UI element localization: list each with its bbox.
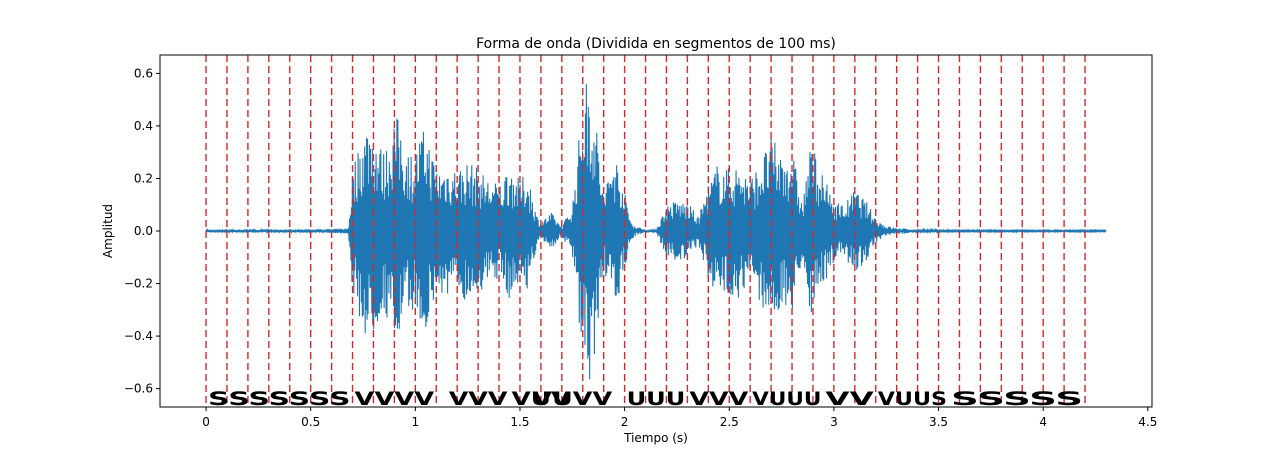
segment-annotation: VUUU [752, 388, 821, 410]
y-tick-label: 0.6 [134, 66, 153, 80]
segment-annotation: VVVV [355, 388, 435, 410]
x-tick-label: 1.5 [510, 415, 529, 429]
chart-title: Forma de onda (Dividida en segmentos de … [476, 36, 836, 52]
x-tick-label: 1 [412, 415, 420, 429]
segment-annotation: VUVV [532, 388, 612, 410]
y-tick-label: 0.0 [134, 224, 153, 238]
y-axis-label: Amplitud [101, 204, 115, 258]
segment-annotation: VVV [689, 388, 748, 410]
segment-divider-lines [205, 55, 1086, 407]
segment-annotation: VVV [449, 388, 508, 410]
x-axis-label: Tiempo (s) [623, 431, 688, 445]
x-tick-label: 0 [202, 415, 210, 429]
y-tick-label: 0.2 [134, 171, 153, 185]
y-tick-label: −0.2 [124, 277, 153, 291]
segment-annotation: UUU [627, 388, 686, 410]
segment-annotation: VV [825, 388, 874, 410]
y-tick-label: −0.6 [124, 382, 153, 396]
waveform-series [205, 83, 1107, 380]
x-axis-ticks: 0 0.5 1 1.5 2 2.5 3 3.5 4 4.5 [202, 407, 1157, 429]
segment-annotation: SSSSSSS [208, 388, 350, 410]
y-tick-label: 0.4 [134, 119, 153, 133]
x-tick-label: 4.5 [1138, 415, 1157, 429]
y-tick-label: −0.4 [124, 329, 153, 343]
plot-area [205, 83, 1107, 380]
x-tick-label: 3.5 [929, 415, 948, 429]
segment-annotation: VUUS [878, 388, 947, 410]
x-tick-label: 4 [1039, 415, 1047, 429]
x-tick-label: 2 [621, 415, 629, 429]
segment-annotation: VUV [512, 388, 571, 410]
x-tick-label: 0.5 [301, 415, 320, 429]
y-axis-ticks: −0.6 −0.4 −0.2 0.0 0.2 0.4 0.6 [124, 66, 160, 396]
x-tick-label: 3 [830, 415, 838, 429]
x-tick-label: 2.5 [720, 415, 739, 429]
segment-annotation: SSSSS [951, 388, 1083, 410]
